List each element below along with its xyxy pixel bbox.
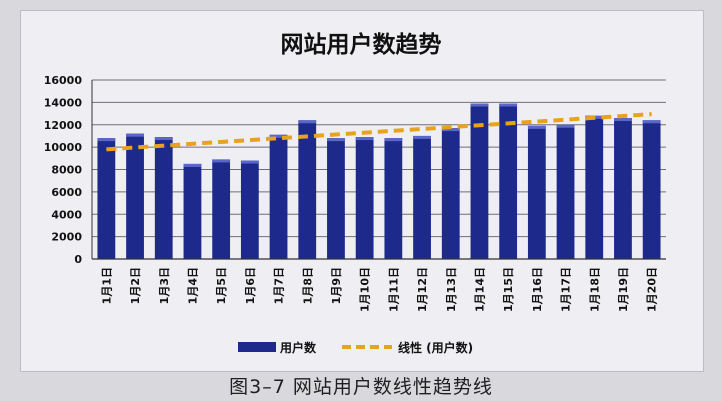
chart-title: 网站用户数趋势 (281, 31, 442, 58)
bar (556, 124, 575, 259)
bar-highlight (642, 120, 661, 124)
x-tick-label: 1月7日 (273, 267, 286, 304)
bar (413, 135, 431, 259)
bar-highlight (212, 159, 231, 163)
y-tick-label: 16000 (44, 74, 83, 87)
y-tick-label: 4000 (51, 208, 82, 221)
bar-highlight (183, 163, 202, 167)
x-tick-label: 1月3日 (158, 267, 171, 304)
x-axis: 1月1日 1月2日 1月3日 1月4日 1月5日 1月6日 1月7日 1月8日 1月9日 1月10… (92, 258, 666, 312)
bar (470, 103, 489, 260)
trendline (106, 112, 652, 152)
y-tick-label: 8000 (51, 164, 82, 177)
bar (269, 134, 288, 259)
chart: 网站用户数趋势 0 2000 4000 6000 8000 10000 12000 14000… (44, 31, 666, 355)
x-tick-label: 1月14日 (473, 267, 486, 312)
x-tick-label: 1月9日 (330, 267, 343, 304)
bar-highlight (269, 134, 288, 138)
bar (126, 133, 144, 259)
y-tick-label: 2000 (51, 231, 82, 244)
bar (183, 163, 202, 259)
bar-highlight (499, 103, 518, 107)
bar-series (97, 103, 661, 260)
bar (384, 138, 403, 259)
x-tick-label: 1月10日 (359, 267, 372, 312)
legend-label-trendline: 线性 (用户数) (398, 340, 473, 355)
bar (614, 118, 632, 259)
x-tick-label: 1月18日 (588, 267, 601, 312)
bar-highlight (298, 120, 317, 124)
bar (240, 160, 259, 259)
y-tick-label: 6000 (51, 186, 82, 199)
gridlines (92, 79, 666, 260)
bar (527, 125, 546, 260)
x-tick-label: 1月5日 (215, 267, 228, 304)
x-tick-label: 1月17日 (560, 267, 573, 312)
trendline-path (106, 112, 652, 152)
bar (212, 159, 231, 259)
bar-highlight (413, 135, 431, 139)
bar-highlight (126, 133, 144, 137)
x-tick-label: 1月1日 (100, 267, 113, 304)
bar-highlight (355, 137, 374, 141)
bar (355, 137, 374, 259)
bar-highlight (327, 138, 345, 142)
bar-highlight (384, 138, 403, 142)
x-tick-label: 1月2日 (129, 267, 142, 304)
y-tick-label: 12000 (44, 119, 83, 132)
x-tick-label: 1月13日 (445, 267, 458, 312)
y-tick-label: 10000 (44, 141, 83, 154)
bar-highlight (556, 124, 575, 128)
y-tick-label: 0 (74, 253, 82, 266)
bar-highlight (97, 138, 116, 142)
x-tick-label: 1月11日 (387, 267, 400, 312)
bar (327, 138, 345, 259)
x-tick-label: 1月8日 (301, 267, 314, 304)
y-axis: 0 2000 4000 6000 8000 10000 12000 14000 16000 (44, 74, 93, 266)
bar (97, 138, 116, 259)
x-tick-label: 1月15日 (502, 267, 515, 312)
x-tick-label: 1月6日 (244, 267, 257, 304)
legend-swatch-users (238, 342, 276, 352)
bar-highlight (527, 125, 546, 129)
bar (499, 103, 518, 260)
legend: 用户数 线性 (用户数) (238, 340, 473, 355)
x-tick-label: 1月16日 (531, 267, 544, 312)
bar-highlight (470, 103, 489, 107)
x-tick-label: 1月4日 (186, 267, 199, 304)
bar (441, 128, 460, 259)
x-tick-label: 1月19日 (617, 267, 630, 312)
x-tick-label: 1月12日 (416, 267, 429, 312)
bar (154, 137, 173, 259)
y-tick-label: 14000 (44, 96, 83, 109)
bar (642, 120, 661, 260)
figure-caption: 图3–7 网站用户数线性趋势线 (229, 376, 493, 398)
bar-highlight (154, 137, 173, 141)
bar-highlight (441, 128, 460, 132)
x-tick-label: 1月20日 (646, 267, 659, 312)
legend-label-users: 用户数 (279, 340, 317, 355)
bar (298, 120, 317, 260)
bar-highlight (614, 118, 632, 122)
bar-highlight (240, 160, 259, 164)
bar (585, 115, 604, 259)
